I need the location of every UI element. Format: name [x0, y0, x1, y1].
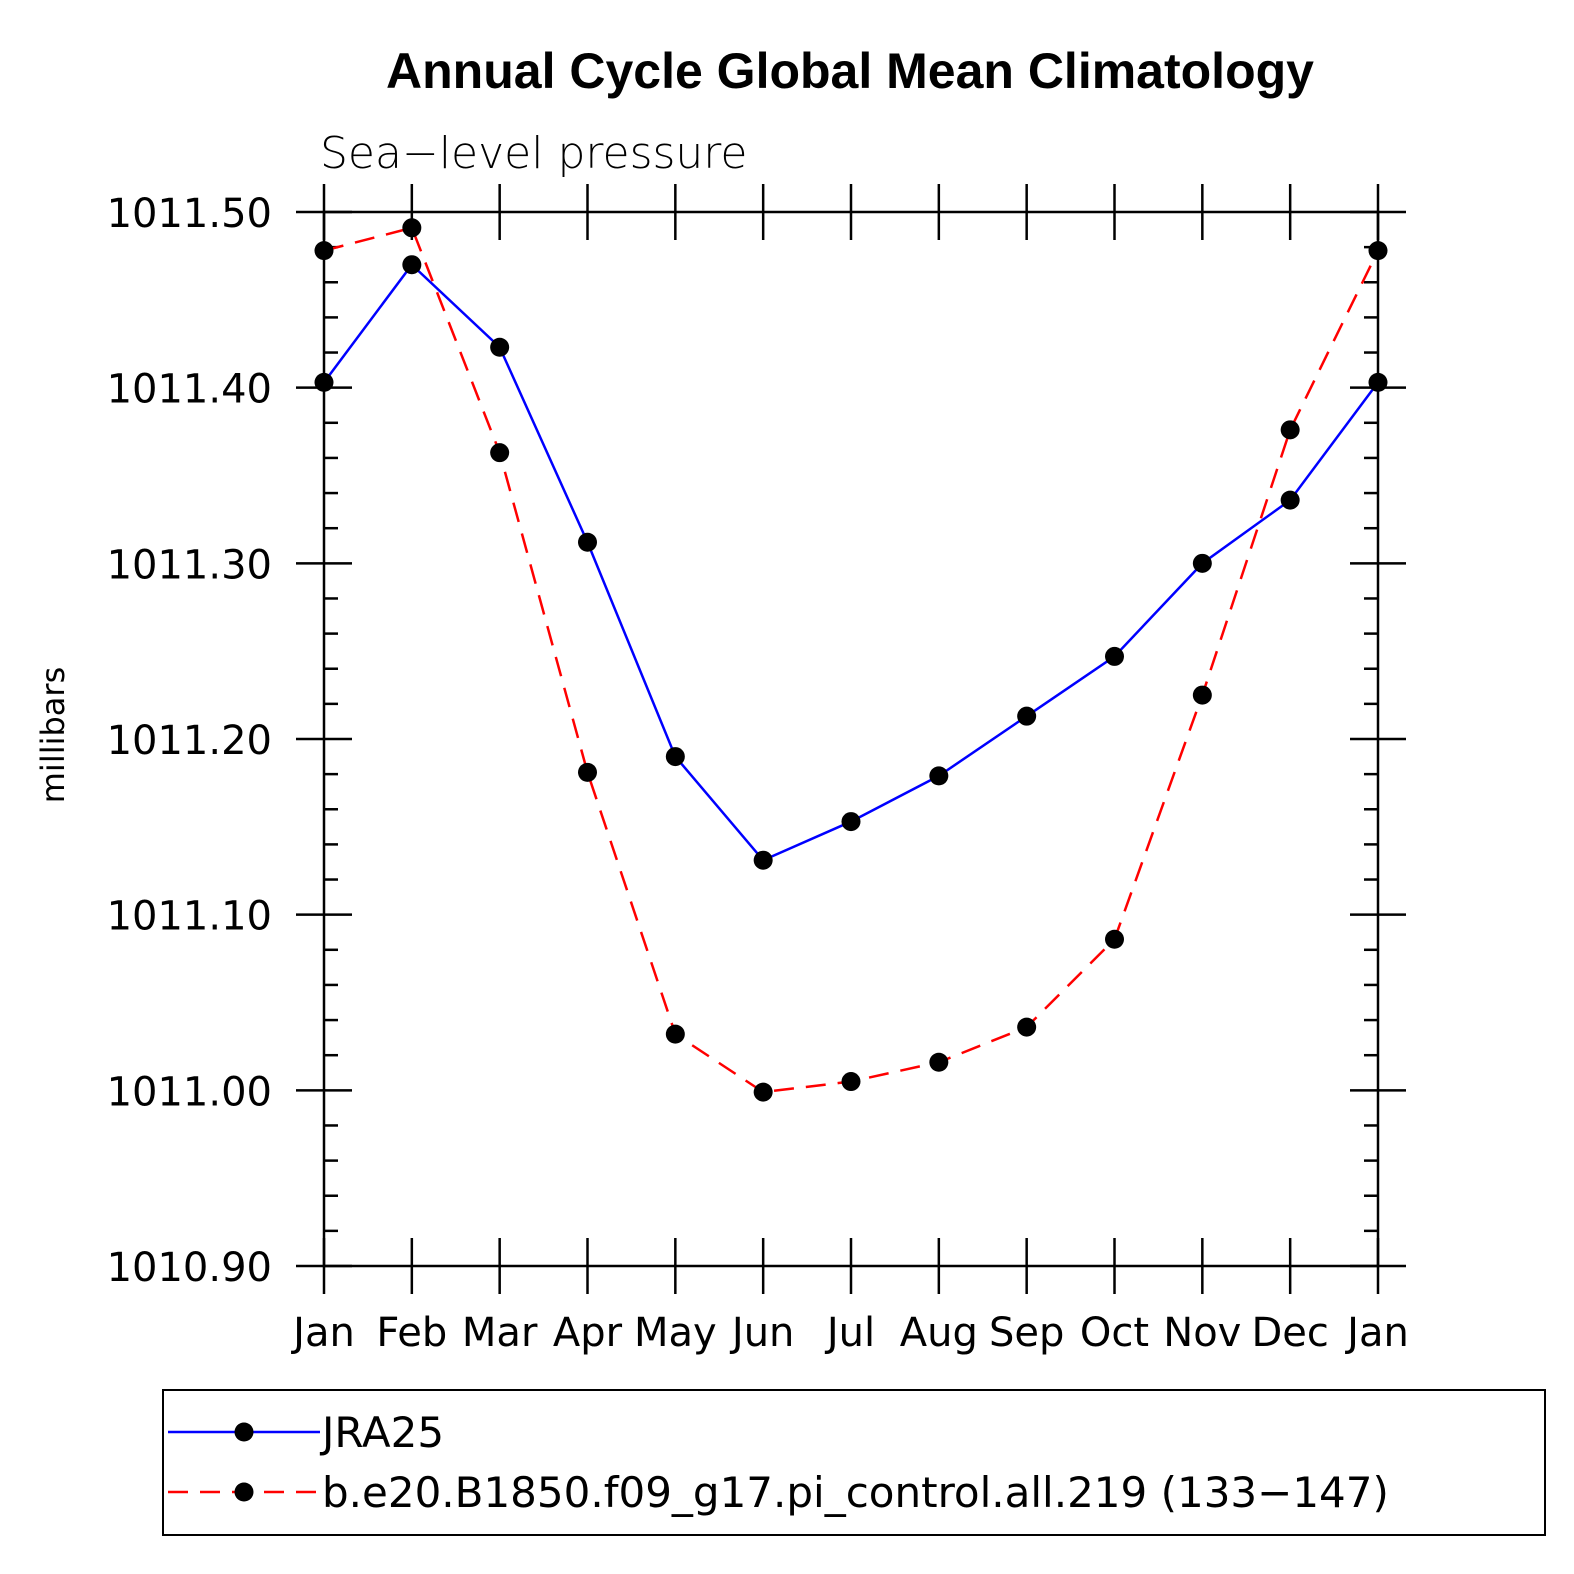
series-1-point [1280, 490, 1300, 510]
x-tick-label: Jan [1344, 1310, 1409, 1356]
legend-box [162, 1389, 1546, 1536]
series-2-point [841, 1072, 861, 1092]
series-1-point [314, 372, 334, 392]
y-tick-label: 1011.40 [107, 367, 272, 413]
y-tick-label: 1011.10 [107, 894, 272, 940]
series-1-point [841, 812, 861, 832]
series-1-point [402, 255, 422, 275]
series-1-point [753, 850, 773, 870]
x-tick-label: May [634, 1310, 717, 1356]
x-tick-label: Jan [290, 1310, 355, 1356]
series-1-point [1017, 706, 1037, 726]
series-1-point [1368, 372, 1388, 392]
chart-title: Annual Cycle Global Mean Climatology [386, 43, 1314, 99]
series-2-point [1192, 685, 1212, 705]
series-1-point [578, 532, 597, 552]
x-tick-label: Sep [989, 1310, 1064, 1356]
series-1-point [665, 747, 685, 767]
series-2-point [1280, 420, 1300, 440]
series-1-point [929, 766, 949, 786]
x-tick-label: Apr [553, 1310, 623, 1356]
series-2-point [753, 1082, 773, 1102]
plot-frame [322, 210, 1380, 1268]
y-axis-label: millibars [34, 667, 72, 803]
legend: JRA25 b.e20.B1850.f09_g17.pi_control.all.… [168, 1408, 1389, 1517]
series-2-point [929, 1052, 949, 1072]
y-tick-label: 1011.30 [107, 542, 272, 588]
series-1-point [1105, 646, 1124, 666]
series-2-point [1105, 929, 1124, 949]
y-tick-label: 1011.50 [107, 191, 272, 237]
series-2-point [1368, 241, 1388, 261]
x-tick-label: Mar [462, 1310, 538, 1356]
y-tick-label: 1011.20 [107, 718, 272, 764]
series-lines [322, 226, 1380, 1094]
x-tick-label: Feb [376, 1310, 447, 1356]
series-1-point [1192, 553, 1212, 573]
axis-ticks [296, 184, 1406, 1294]
series-2-point [314, 241, 334, 261]
series-line-1 [322, 262, 1380, 862]
x-tick-label: Jun [729, 1310, 795, 1356]
series-points [314, 218, 1388, 1102]
legend-marker-2 [234, 1482, 254, 1502]
x-tick-label: Jul [824, 1310, 875, 1356]
x-tick-label: Nov [1163, 1310, 1241, 1356]
y-tick-labels: 1010.90 1011.00 1011.10 1011.20 1011.30 1011.… [107, 191, 272, 1291]
legend-label-1: JRA25 [319, 1408, 444, 1457]
x-tick-label: Dec [1251, 1310, 1328, 1356]
x-tick-label: Aug [900, 1310, 978, 1356]
y-tick-label: 1010.90 [107, 1245, 272, 1291]
series-line-2 [323, 226, 1380, 1094]
series-1-point [490, 337, 510, 357]
series-2-point [402, 218, 422, 238]
series-2-point [665, 1024, 685, 1044]
legend-label-2: b.e20.B1850.f09_g17.pi_control.all.219 (… [322, 1468, 1389, 1517]
x-tick-label: Oct [1080, 1310, 1149, 1356]
series-2-point [490, 443, 510, 463]
chart-subtitle: Sea−level pressure [320, 128, 748, 179]
legend-marker-1 [234, 1422, 254, 1442]
x-tick-labels: Jan Feb Mar Apr May Jun Jul Aug Sep Oct Nov Dec Jan [290, 1310, 1409, 1356]
series-2-point [1017, 1017, 1037, 1037]
y-tick-label: 1011.00 [107, 1069, 272, 1115]
series-2-point [578, 762, 597, 782]
